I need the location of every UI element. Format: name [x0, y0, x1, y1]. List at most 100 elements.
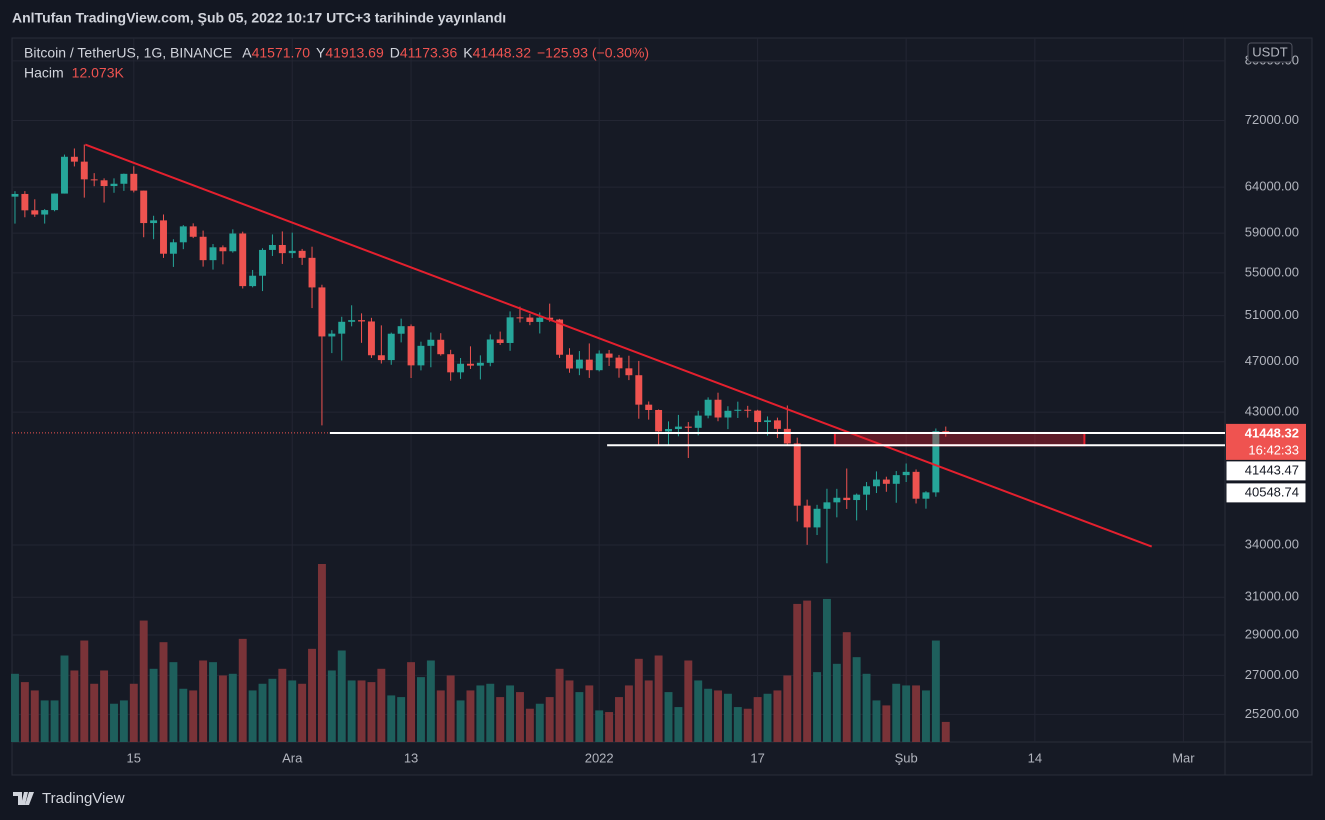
candle-body	[160, 220, 167, 254]
volume-bar	[119, 700, 128, 742]
candle-body	[358, 320, 366, 322]
y-tick-label: 31000.00	[1245, 589, 1299, 604]
candle-body	[754, 410, 762, 423]
candle-body	[912, 471, 920, 499]
zone-box	[833, 431, 1086, 447]
candle-body	[437, 339, 445, 355]
page-header: AnlTufan TradingView.com, Şub 05, 2022 1…	[12, 10, 506, 26]
volume-bar	[317, 564, 326, 742]
volume-bar	[149, 668, 158, 742]
candle-body	[605, 353, 613, 358]
volume-bar	[476, 685, 485, 742]
candle-body	[397, 326, 405, 334]
volume-bar	[30, 690, 39, 742]
volume-bar	[228, 673, 237, 742]
candle-body	[308, 257, 316, 288]
candle-body	[457, 363, 465, 373]
ohlc-value: 41571.70	[252, 45, 311, 61]
x-tick-label: 15	[127, 750, 141, 765]
volume-bar	[763, 693, 772, 742]
candle-body	[219, 247, 227, 252]
volume-bar	[793, 603, 802, 742]
volume-bar	[822, 598, 831, 742]
volume-bar	[486, 683, 495, 742]
x-tick-label: Şub	[895, 750, 918, 765]
volume-bar	[169, 662, 178, 742]
volume-bar	[466, 690, 475, 742]
volume-bar	[407, 662, 416, 742]
volume-bar	[367, 682, 376, 742]
candle-body	[823, 502, 831, 509]
volume-bar	[921, 690, 930, 742]
candle-body	[783, 428, 791, 444]
volume-bar	[248, 690, 257, 742]
candle-body	[655, 409, 663, 432]
candle-body	[645, 404, 653, 410]
volume-bar	[377, 668, 386, 742]
volume-bar	[11, 673, 19, 742]
y-tick-label: 25200.00	[1245, 706, 1299, 721]
volume-bar	[634, 658, 643, 742]
ohlc-key: D	[390, 45, 400, 61]
candle-body	[130, 173, 138, 191]
volume-bar	[624, 685, 633, 742]
ohlc-value: 41913.69	[325, 45, 384, 61]
candle-body	[843, 497, 851, 501]
last-price-tag	[1226, 423, 1306, 460]
candle-body	[318, 287, 326, 337]
candle-body	[585, 359, 593, 371]
volume-bar	[605, 712, 614, 742]
volume-bar	[446, 675, 455, 742]
candle-body	[486, 339, 494, 363]
candle-body	[674, 426, 682, 430]
volume-bar	[872, 700, 881, 742]
volume-bar	[308, 648, 316, 742]
volume-bar	[545, 697, 554, 742]
volume-bar	[803, 600, 812, 742]
candle-body	[595, 353, 603, 371]
candle-body	[229, 233, 237, 252]
volume-bar	[189, 690, 198, 742]
volume-bar	[595, 710, 604, 742]
candle-body	[556, 319, 564, 355]
candle-body	[793, 443, 801, 506]
volume-bar	[525, 708, 534, 742]
candle-body	[120, 173, 128, 184]
candle-body	[377, 355, 385, 361]
countdown-label: 16:42:33	[1248, 442, 1299, 457]
currency-badge: USDT	[1247, 42, 1293, 63]
volume-bar	[90, 683, 99, 742]
brand-logo	[13, 792, 34, 805]
y-tick-label: 43000.00	[1245, 404, 1299, 419]
chart-frame	[11, 37, 1313, 776]
volume-bar	[337, 650, 346, 742]
volume-bar	[941, 721, 950, 742]
candle-body	[80, 161, 88, 180]
volume-bar	[397, 697, 406, 742]
candle-body	[853, 494, 861, 501]
volume-bar	[357, 680, 366, 742]
x-tick-label: 17	[750, 750, 764, 765]
candle-body	[764, 420, 771, 423]
currency-box	[1247, 42, 1293, 63]
volume-bar	[714, 690, 722, 742]
volume-bar	[159, 642, 168, 742]
candle-body	[566, 354, 573, 369]
ohlc-value: 41173.36	[400, 45, 458, 61]
volume-bar	[327, 670, 336, 742]
change-value: −125.93 (−0.30%)	[537, 45, 649, 61]
volume-bar	[110, 703, 118, 742]
volume-bar	[50, 700, 59, 742]
volume-bar	[288, 680, 297, 742]
grid	[12, 38, 1225, 742]
volume-bar	[892, 683, 901, 742]
x-tick-label: 2022	[585, 750, 614, 765]
candle-body	[803, 505, 811, 528]
ohlc-key: Y	[316, 45, 326, 61]
candle-body	[496, 339, 504, 343]
volume-bar	[80, 640, 89, 742]
candle-body	[328, 333, 336, 337]
candle-body	[189, 226, 197, 237]
candle-body	[476, 362, 484, 366]
